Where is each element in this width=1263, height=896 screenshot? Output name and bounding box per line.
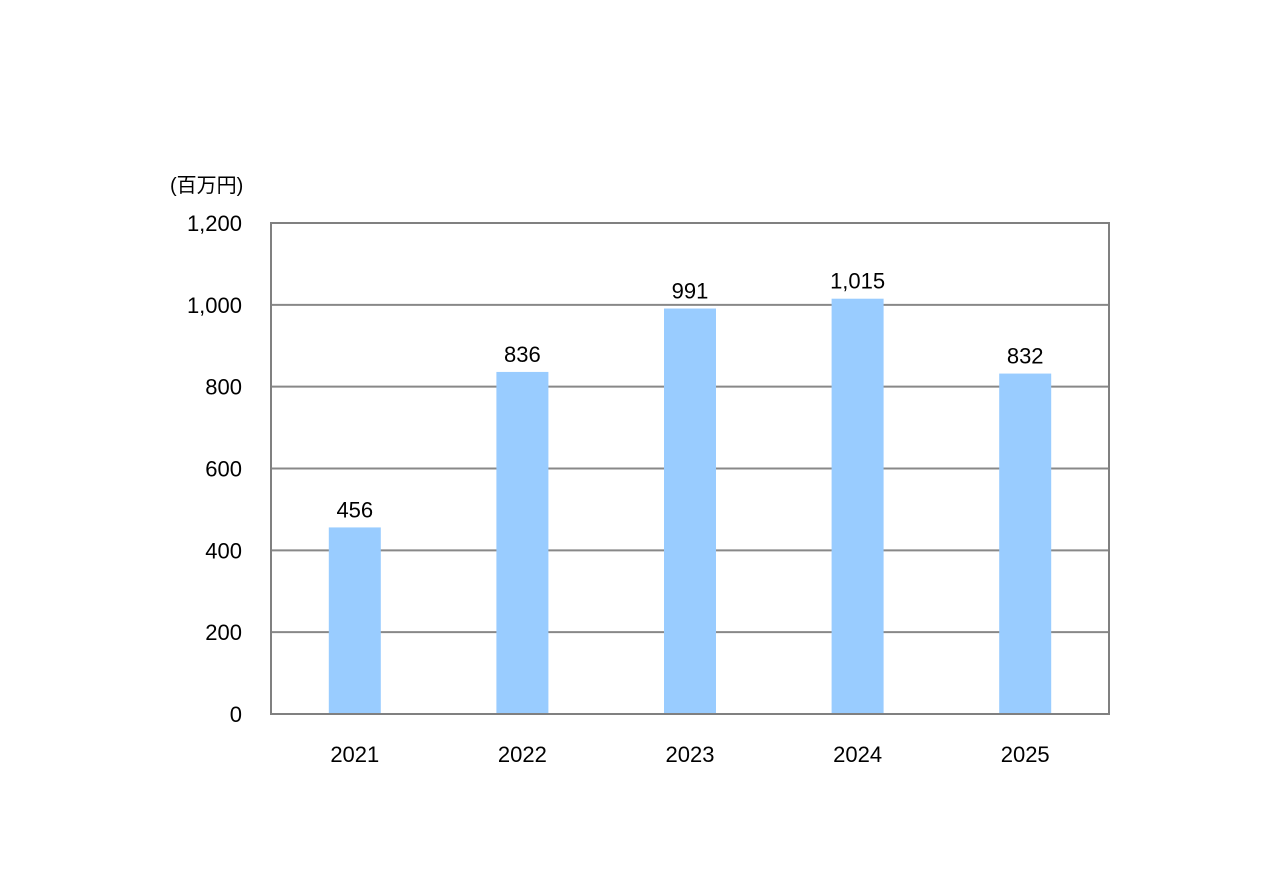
- data-labels: 456 836 991 1,015 832: [336, 269, 1043, 523]
- data-label: 1,015: [830, 269, 885, 294]
- bars: [328, 298, 1052, 714]
- y-tick-label: 0: [230, 702, 242, 727]
- data-label: 836: [504, 342, 541, 367]
- data-label: 456: [336, 497, 373, 522]
- y-tick-label: 800: [205, 375, 242, 400]
- unit-label: (百万円): [170, 175, 243, 197]
- x-tick-label: 2023: [666, 742, 715, 767]
- y-tick-label: 1,200: [187, 211, 242, 236]
- y-tick-label: 200: [205, 620, 242, 645]
- x-tick-label: 2025: [1001, 742, 1050, 767]
- y-tick-label: 400: [205, 538, 242, 563]
- x-tick-label: 2024: [833, 742, 882, 767]
- data-label: 991: [672, 279, 709, 304]
- data-label: 832: [1007, 344, 1044, 369]
- plot-frame: [270, 222, 1110, 715]
- bar-2022: [496, 371, 549, 714]
- bar-2021: [328, 527, 381, 714]
- bar-2023: [664, 308, 716, 714]
- y-axis-ticks: 0 200 400 600 800 1,000 1,200: [187, 211, 242, 727]
- x-axis-ticks: 2021 2022 2023 2024 2025: [330, 742, 1049, 767]
- y-tick-label: 1,000: [187, 293, 242, 318]
- bar-2024: [831, 298, 884, 714]
- bar-2025: [999, 373, 1052, 714]
- y-tick-label: 600: [205, 457, 242, 482]
- x-tick-label: 2022: [498, 742, 547, 767]
- x-tick-label: 2021: [330, 742, 379, 767]
